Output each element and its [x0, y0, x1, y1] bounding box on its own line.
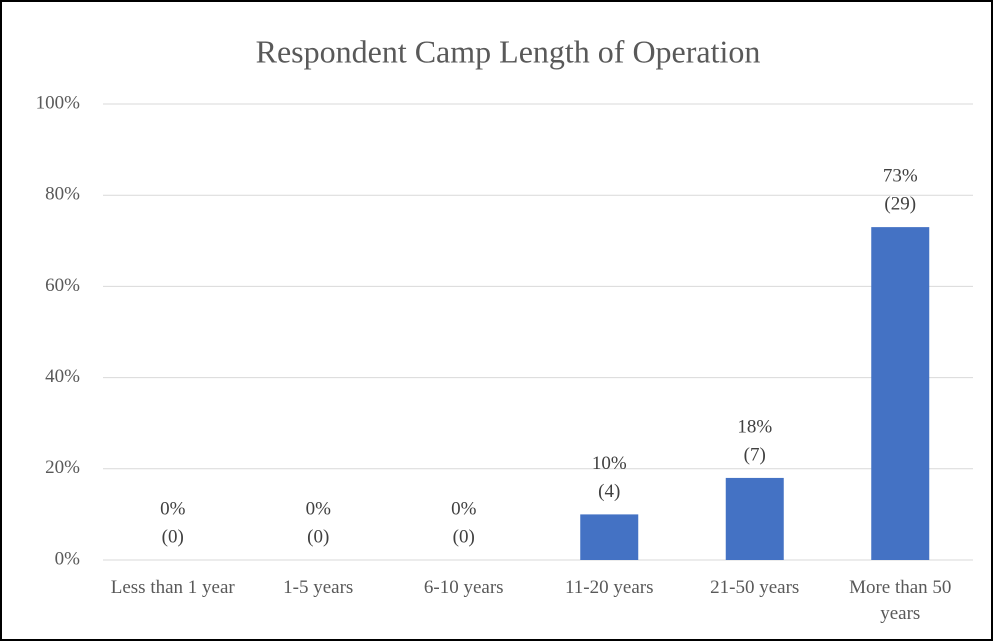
data-label: 18%	[737, 416, 772, 437]
x-tick-label: 11-20 years	[565, 577, 653, 598]
x-tick-label: More than 50 years	[849, 577, 951, 624]
y-tick-label: 80%	[45, 184, 80, 205]
x-tick-label: 1-5 years	[283, 577, 353, 598]
count-label: (29)	[884, 193, 916, 214]
x-tick-label: 21-50 years	[710, 577, 799, 598]
y-tick-label: 0%	[55, 548, 81, 569]
y-tick-label: 40%	[45, 366, 80, 387]
x-tick-label: 6-10 years	[424, 577, 504, 598]
bar	[580, 514, 639, 560]
count-label: (4)	[598, 481, 620, 502]
count-label: (0)	[307, 526, 329, 547]
count-label: (7)	[744, 444, 766, 465]
data-label: 73%	[883, 165, 918, 186]
y-tick-label: 20%	[45, 457, 80, 478]
count-label: (0)	[162, 526, 184, 547]
data-label: 0%	[306, 498, 332, 519]
count-label: (0)	[453, 526, 475, 547]
data-label: 10%	[592, 453, 627, 474]
x-tick-label: Less than 1 year	[111, 577, 236, 598]
bar	[871, 227, 930, 560]
data-label: 0%	[451, 498, 477, 519]
y-tick-label: 100%	[36, 92, 81, 113]
bar	[725, 477, 784, 560]
data-label: 0%	[160, 498, 186, 519]
y-tick-label: 60%	[45, 275, 80, 296]
chart-title: Respondent Camp Length of Operation	[256, 33, 761, 69]
